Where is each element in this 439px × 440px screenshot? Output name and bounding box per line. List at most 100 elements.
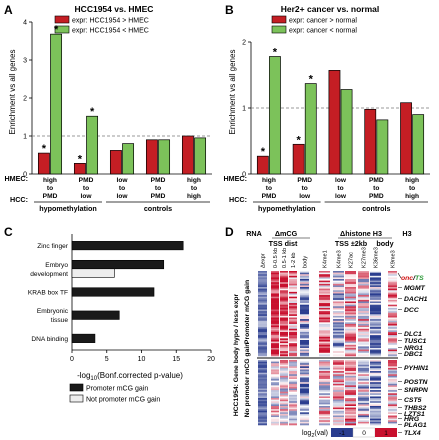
heatmap-cell [319, 417, 330, 419]
heatmap-cell [258, 279, 267, 281]
heatmap-cell [370, 293, 381, 296]
heatmap-cell [271, 279, 279, 281]
heatmap-cell [271, 394, 279, 397]
heatmap-cell [358, 404, 369, 407]
heatmap-cell [370, 271, 381, 273]
heatmap-cell [271, 393, 279, 396]
panel-a-row-hmec: HMEC: [4, 174, 28, 183]
heatmap-cell [258, 366, 267, 369]
heatmap-cell [358, 375, 369, 378]
heatmap-cell [333, 283, 344, 286]
bar [194, 137, 207, 175]
heatmap-cell [280, 272, 288, 275]
bar [292, 143, 305, 175]
heatmap-cell [388, 413, 397, 416]
heatmap-cell [333, 399, 344, 402]
heatmap-cell [271, 391, 279, 394]
heatmap-cell [258, 315, 267, 318]
panel-c: C 0 5 10 15 20 Zinc finger Embryo development KR… [4, 225, 215, 404]
heatmap-cell [333, 272, 344, 275]
heatmap-cell [333, 383, 344, 386]
heatmap-cell [300, 288, 309, 291]
heatmap-cell [319, 327, 330, 330]
heatmap-cell [388, 331, 397, 334]
heatmap-cell [345, 407, 356, 410]
heatmap-cell [358, 382, 369, 385]
heatmap-cell [388, 280, 397, 283]
category-label-mid: to [302, 185, 308, 192]
heatmap-cell [333, 333, 344, 336]
heatmap-cell [345, 379, 356, 381]
heatmap-cell [345, 405, 356, 408]
heatmap-cell [333, 279, 344, 281]
heatmap-cell [300, 363, 309, 366]
panel-b-ylabel: Enrichment vs all genes [228, 50, 237, 135]
heatmap-cell [358, 287, 369, 289]
heatmap-cell [370, 327, 381, 330]
heatmap-cell [280, 282, 288, 285]
category-label-mid: to [83, 185, 89, 192]
heatmap-cell [319, 314, 330, 317]
heatmap-cell [370, 413, 381, 416]
heatmap-cell [289, 372, 297, 375]
heatmap-cell [333, 369, 344, 372]
heatmap-cell [280, 271, 288, 273]
heatmap-cell [289, 391, 297, 394]
heatmap-cell [345, 396, 356, 399]
heatmap-cell [333, 371, 344, 373]
heatmap-cell [271, 382, 279, 385]
heatmap-cell [388, 347, 397, 350]
heatmap-cell [319, 379, 330, 381]
heatmap-cell [358, 361, 369, 364]
heatmap-cell [280, 333, 288, 336]
heatmap-cell [333, 304, 344, 307]
heatmap-cell [271, 317, 279, 320]
heatmap-cell [300, 360, 309, 362]
heatmap-cell [333, 295, 344, 297]
heatmap-cell [358, 320, 369, 323]
heatmap-cell [345, 404, 356, 407]
heatmap-cell [258, 398, 267, 400]
heatmap-cell [300, 364, 309, 367]
heatmap-cell [280, 298, 288, 301]
heatmap-cell [258, 386, 267, 389]
heatmap-cell [388, 277, 397, 280]
heatmap-cell [345, 327, 356, 330]
heatmap-cell [358, 380, 369, 383]
heatmap-cell [271, 364, 279, 367]
heatmap-cell [358, 303, 369, 305]
legend-swatch-green [54, 25, 70, 34]
heatmap-cell [280, 285, 288, 288]
heatmap-cell [333, 317, 344, 320]
heatmap-cell [333, 394, 344, 397]
heatmap-cell [280, 315, 288, 318]
heatmap-cell [319, 319, 330, 322]
category-label-bottom: low [335, 193, 347, 200]
heatmap-cell [358, 402, 369, 405]
heatmap-cell [280, 367, 288, 370]
heatmap-cell [300, 291, 309, 294]
panel-b-row-hmec: HMEC: [223, 174, 247, 183]
gene-label-top: DBC1 [404, 351, 423, 358]
heatmap-cell [388, 291, 397, 294]
heatmap-cell [258, 402, 267, 405]
heatmap-cell [271, 371, 279, 373]
heatmap-cell [388, 330, 397, 333]
heatmap-cell [271, 339, 279, 342]
heatmap-cell [280, 338, 288, 341]
heatmap-cell [271, 344, 279, 347]
heatmap-cell [289, 338, 297, 341]
heatmap-cell [370, 394, 381, 397]
onc-ts-pointer [397, 272, 402, 279]
heatmap-cell [258, 367, 267, 370]
heatmap-cell [300, 322, 309, 325]
panel-c-xlabel-rest: (Bonf.corrected p-value) [97, 371, 183, 380]
heatmap-cell [300, 391, 309, 394]
heatmap-cell [388, 367, 397, 370]
heatmap-cell [319, 288, 330, 291]
heatmap-cell [319, 280, 330, 283]
heatmap-cell [280, 417, 288, 419]
heatmap-cell [280, 349, 288, 352]
heatmap-cell [289, 385, 297, 388]
heatmap-cell [333, 412, 344, 415]
